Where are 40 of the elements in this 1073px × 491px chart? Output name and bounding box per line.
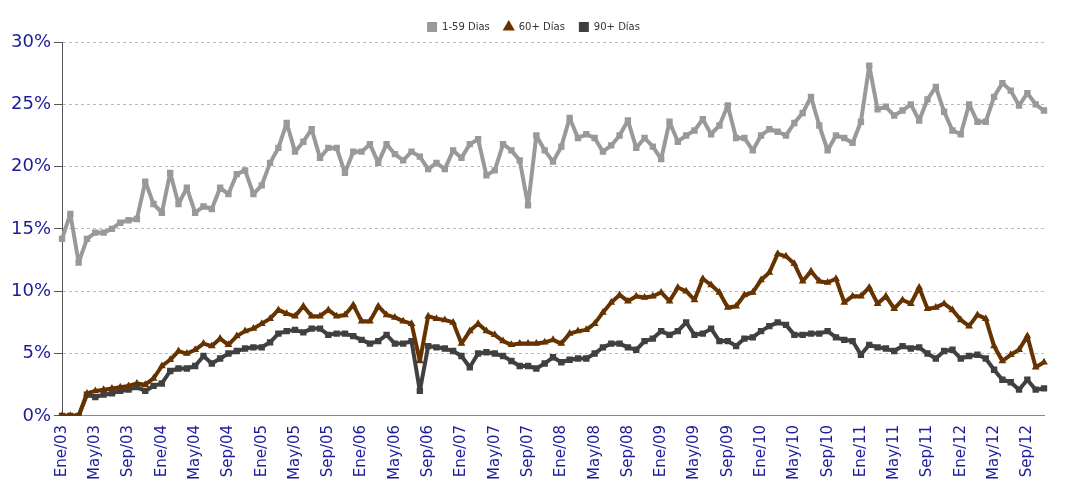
x-tick-label: May/10 [784,424,803,480]
x-tick-label: Ene/12 [950,424,969,478]
y-tick-label: 5% [22,341,52,363]
legend-label: 60+ Días [518,20,565,32]
y-tick-label: 10% [10,278,52,300]
x-tick-label: Ene/04 [151,424,170,478]
legend-label: 1-59 Dias [442,20,490,32]
x-tick-label: Ene/07 [451,424,470,478]
y-tick-label: 15% [10,216,52,238]
x-tick-label: May/12 [983,424,1002,480]
x-tick-label: May/08 [584,424,603,480]
x-tick-label: Ene/05 [251,424,270,478]
y-tick-label: 20% [10,154,52,176]
x-tick-label: Ene/08 [551,424,570,478]
x-tick-label: Sep/07 [517,424,536,478]
legend-label: 90+ Días [593,20,640,32]
y-tick-label: 25% [10,91,52,113]
x-tick-label: Ene/11 [850,424,869,478]
x-tick-label: Sep/11 [917,424,936,478]
x-tick-label: May/04 [185,424,204,480]
x-tick-label: Sep/03 [118,424,137,478]
x-tick-label: Sep/06 [418,424,437,478]
x-tick-label: Ene/10 [750,424,769,478]
x-tick-label: Sep/04 [218,424,237,478]
y-tick-label: 0% [22,403,52,425]
x-tick-label: May/05 [284,424,303,480]
x-tick-label: Ene/09 [651,424,670,478]
x-tick-label: Sep/08 [617,424,636,478]
y-tick-label: 30% [10,29,52,51]
x-tick-label: May/07 [484,424,503,480]
x-tick-label: Sep/10 [817,424,836,478]
x-tick-label: Ene/06 [351,424,370,478]
x-tick-label: May/09 [684,424,703,480]
x-tick-label: May/11 [884,424,903,480]
x-tick-label: May/03 [85,424,104,480]
x-tick-label: Ene/03 [51,424,70,478]
x-tick-label: May/06 [384,424,403,480]
x-tick-label: Sep/05 [318,424,337,478]
x-tick-label: Sep/09 [717,424,736,478]
x-tick-label: Sep/12 [1017,424,1036,478]
